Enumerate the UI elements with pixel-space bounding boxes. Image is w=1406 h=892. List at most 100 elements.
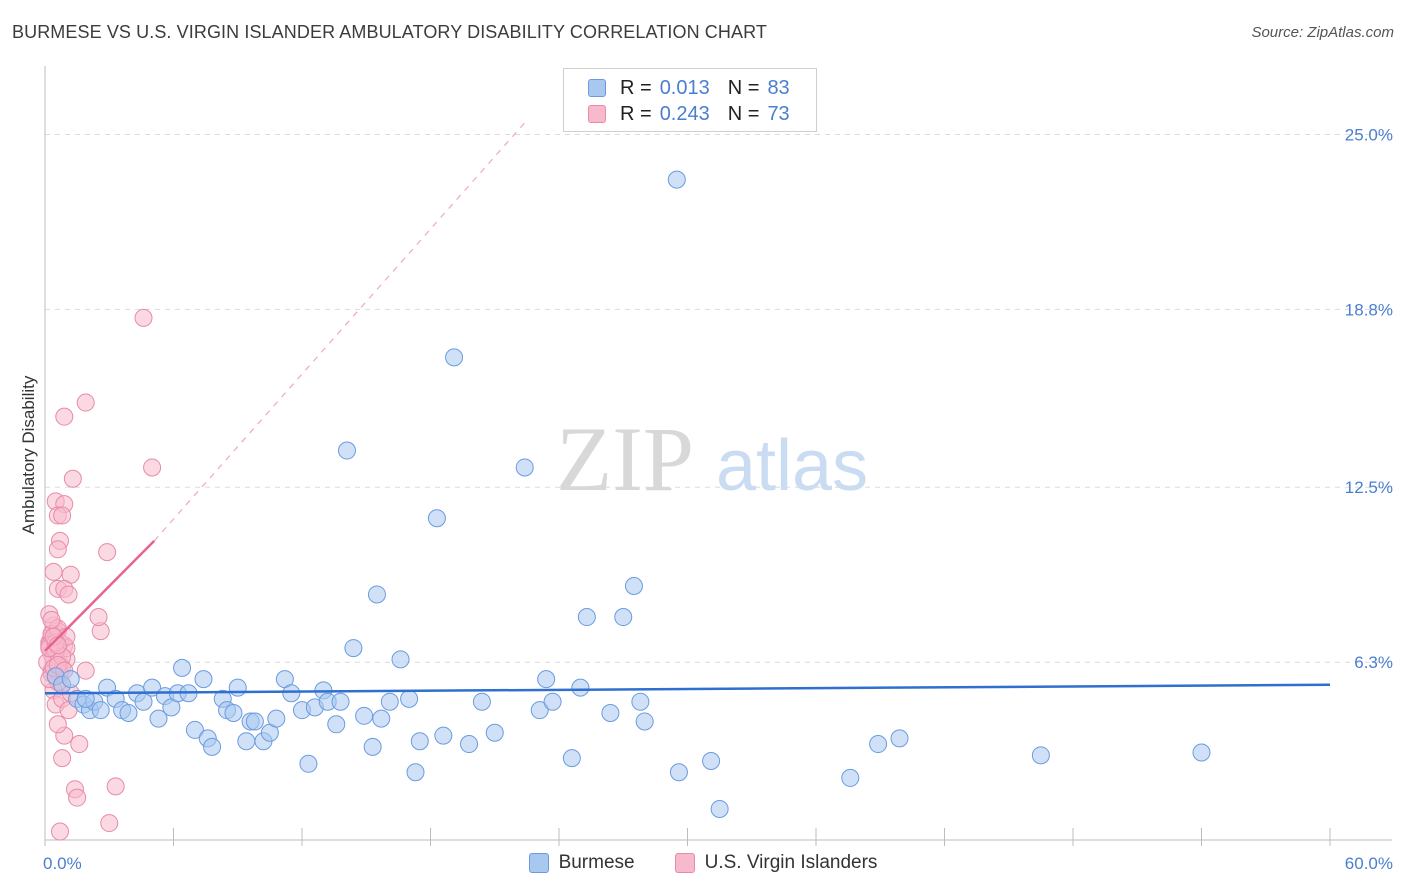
y-tick-label: 12.5% [1345,478,1393,497]
point-burmese [515,458,534,477]
series-legend: Burmese U.S. Virgin Islanders [0,852,1406,874]
point-burmese [571,678,590,697]
legend-item-burmese[interactable]: Burmese [528,852,635,874]
legend-n-value: 83 [767,76,790,99]
point-virgin-islanders [143,458,162,477]
point-virgin-islanders [76,661,95,680]
point-burmese [76,689,95,708]
point-virgin-islanders [53,506,72,525]
legend-swatch-virgin-islanders [674,853,695,873]
point-virgin-islanders [76,393,95,412]
point-burmese [614,608,633,627]
x-tick-label-max: 60.0% [1345,854,1393,873]
point-burmese [267,709,286,728]
point-burmese [173,658,192,677]
point-virgin-islanders [89,608,108,627]
point-virgin-islanders [44,562,63,581]
point-burmese [635,712,654,731]
y-tick-label: 6.3% [1354,653,1393,672]
axes [44,66,1392,846]
point-burmese [282,684,301,703]
point-burmese [434,726,453,745]
legend-r-label: R = [620,102,652,125]
point-burmese [427,509,446,528]
point-burmese [237,732,256,751]
point-virgin-islanders [53,749,72,768]
point-virgin-islanders [48,540,67,559]
point-burmese [337,441,356,460]
correlation-legend: R = 0.013 N = 83 R = 0.243 N = 73 [563,68,817,132]
point-burmese [577,608,596,627]
point-burmese [485,723,504,742]
legend-n-label: N = [727,76,760,99]
point-burmese [344,639,363,658]
point-virgin-islanders [98,543,117,562]
legend-n-label: N = [727,102,760,125]
point-virgin-islanders [68,788,87,807]
point-burmese [472,692,491,711]
point-virgin-islanders [42,610,61,629]
point-burmese [869,735,888,754]
point-burmese [530,701,549,720]
point-burmese [460,735,479,754]
chart-title: BURMESE VS U.S. VIRGIN ISLANDER AMBULATO… [12,22,767,42]
point-burmese [203,737,222,756]
point-virgin-islanders [106,777,125,796]
point-burmese [667,170,686,189]
legend-swatch-burmese [528,853,549,873]
trend-lines [44,119,1331,695]
point-burmese [631,692,650,711]
point-virgin-islanders [63,469,82,488]
legend-label-virgin-islanders: U.S. Virgin Islanders [704,852,878,873]
point-burmese [380,692,399,711]
legend-swatch-burmese [588,79,606,97]
point-burmese [410,732,429,751]
point-burmese [537,670,556,689]
point-burmese [91,701,110,720]
point-burmese [327,715,346,734]
legend-swatch-virgin-islanders [588,105,606,123]
point-virgin-islanders [59,585,78,604]
point-burmese [562,749,581,768]
point-burmese [331,692,350,711]
point-burmese [1031,746,1050,765]
grid-lines [45,133,1392,663]
y-axis-label: Ambulatory Disability [19,375,38,534]
point-virgin-islanders [100,814,119,833]
point-burmese [400,689,419,708]
y-tick-label: 25.0% [1345,125,1393,144]
point-burmese [194,670,213,689]
series-burmese [46,170,1211,818]
point-burmese [372,709,391,728]
point-virgin-islanders [70,735,89,754]
point-burmese [363,737,382,756]
legend-item-virgin-islanders[interactable]: U.S. Virgin Islanders [674,852,878,874]
point-burmese [543,692,562,711]
point-burmese [890,729,909,748]
point-burmese [391,650,410,669]
point-burmese [601,704,620,722]
legend-r-value: 0.243 [659,102,710,125]
watermark: ZIP atlas [556,408,868,510]
legend-row-burmese: R = 0.013 N = 83 [588,76,790,100]
series-virgin-islanders [38,308,162,841]
point-burmese [185,720,204,739]
trend-extension-virgin-islanders [153,119,528,542]
legend-r-value: 0.013 [659,76,710,99]
point-virgin-islanders [55,407,74,426]
point-burmese [149,709,168,728]
point-burmese [367,585,386,604]
legend-r-label: R = [620,76,652,99]
watermark-zip: ZIP [556,408,694,510]
point-burmese [61,670,80,689]
point-burmese [245,712,264,731]
point-virgin-islanders [50,822,69,841]
legend-row-virgin-islanders: R = 0.243 N = 73 [588,102,790,126]
point-burmese [406,763,425,782]
point-burmese [841,768,860,787]
legend-n-value: 73 [767,102,790,125]
point-burmese [355,706,374,725]
trend-line-virgin-islanders [44,539,156,652]
point-burmese [224,704,243,722]
